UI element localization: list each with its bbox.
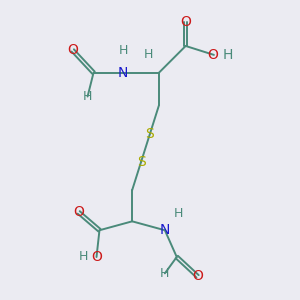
Text: H: H [78, 250, 88, 263]
Text: H: H [173, 207, 183, 220]
Text: O: O [207, 48, 218, 62]
Text: O: O [180, 15, 191, 29]
Text: N: N [160, 223, 170, 237]
Text: H: H [144, 48, 153, 62]
Text: O: O [67, 44, 78, 57]
Text: H: H [223, 48, 233, 62]
Text: O: O [192, 269, 203, 283]
Text: O: O [92, 250, 103, 264]
Text: N: N [118, 66, 128, 80]
Text: H: H [160, 267, 170, 280]
Text: H: H [118, 44, 128, 57]
Text: S: S [146, 127, 154, 141]
Text: S: S [137, 155, 146, 169]
Text: O: O [73, 206, 84, 219]
Text: H: H [83, 90, 92, 103]
